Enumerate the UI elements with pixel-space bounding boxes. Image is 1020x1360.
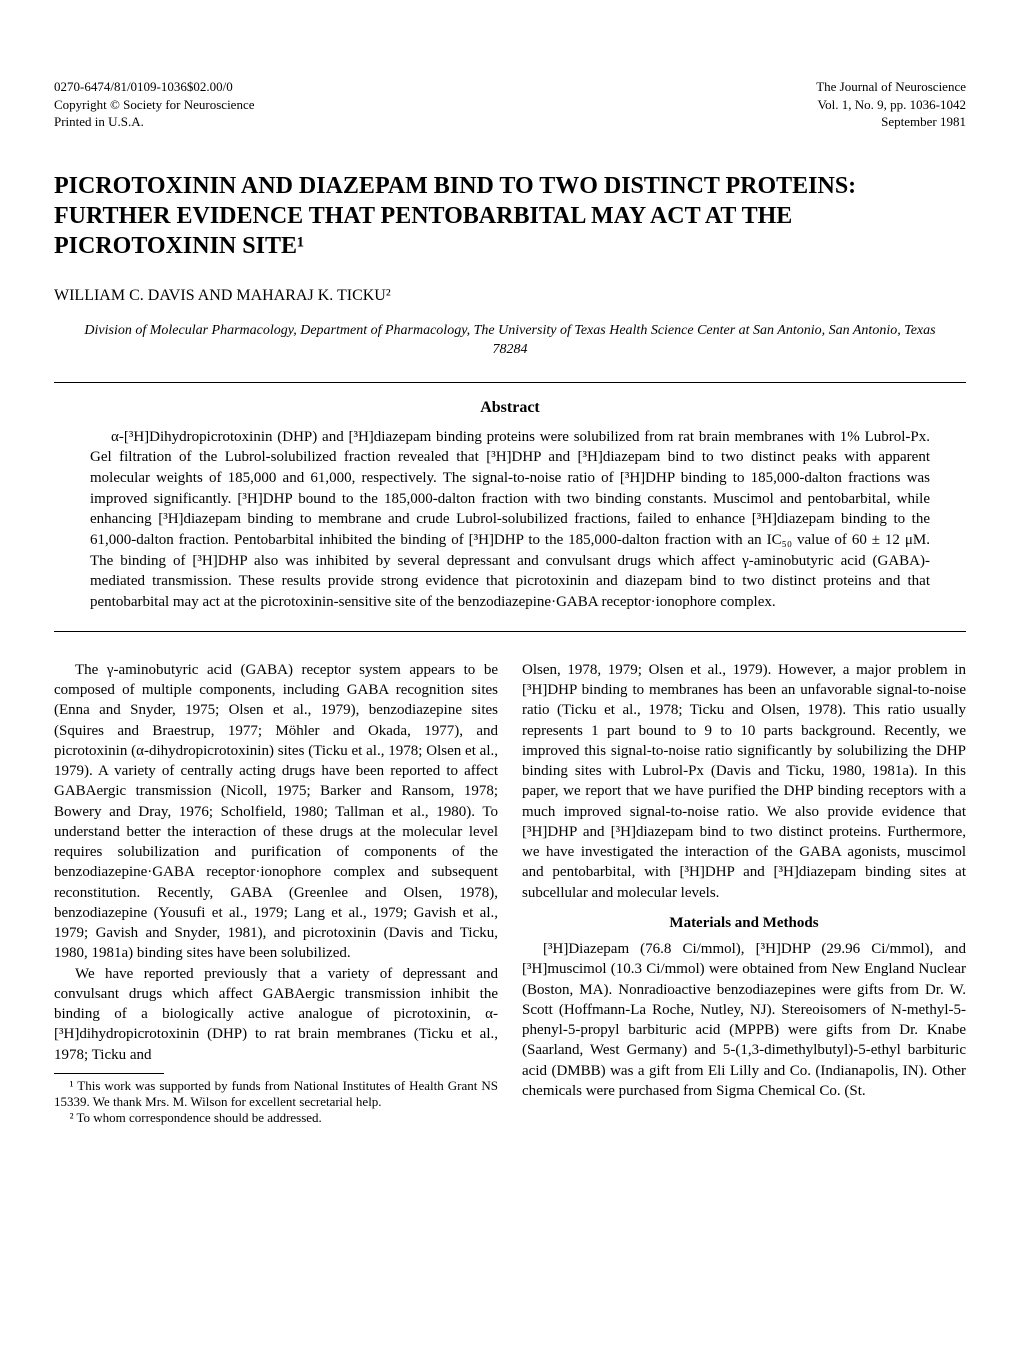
footnote-2: ² To whom correspondence should be addre… [54, 1110, 498, 1126]
section-heading-methods: Materials and Methods [522, 913, 966, 933]
running-header: 0270-6474/81/0109-1036$02.00/0 Copyright… [54, 78, 966, 131]
printed-line: Printed in U.S.A. [54, 113, 255, 131]
right-column: Olsen, 1978, 1979; Olsen et al., 1979). … [522, 660, 966, 1127]
rule-top [54, 382, 966, 383]
body-paragraph: The γ-aminobutyric acid (GABA) receptor … [54, 660, 498, 964]
abstract-body: α-[³H]Dihydropicrotoxinin (DHP) and [³H]… [54, 427, 966, 613]
body-paragraph: We have reported previously that a varie… [54, 964, 498, 1065]
left-column: The γ-aminobutyric acid (GABA) receptor … [54, 660, 498, 1127]
copyright-line: Copyright © Society for Neuroscience [54, 96, 255, 114]
footnote-1: ¹ This work was supported by funds from … [54, 1078, 498, 1111]
abstract-text: α-[³H]Dihydropicrotoxinin (DHP) and [³H]… [90, 427, 930, 613]
volume-info: Vol. 1, No. 9, pp. 1036-1042 [816, 96, 966, 114]
journal-name: The Journal of Neuroscience [816, 78, 966, 96]
rule-bottom [54, 631, 966, 632]
header-left: 0270-6474/81/0109-1036$02.00/0 Copyright… [54, 78, 255, 131]
header-right: The Journal of Neuroscience Vol. 1, No. … [816, 78, 966, 131]
abstract-heading: Abstract [54, 397, 966, 419]
article-title: PICROTOXININ AND DIAZEPAM BIND TO TWO DI… [54, 171, 966, 261]
issue-date: September 1981 [816, 113, 966, 131]
authors: WILLIAM C. DAVIS AND MAHARAJ K. TICKU² [54, 285, 966, 307]
body-paragraph: [³H]Diazepam (76.8 Ci/mmol), [³H]DHP (29… [522, 939, 966, 1101]
footnote-rule [54, 1073, 164, 1074]
affiliation: Division of Molecular Pharmacology, Depa… [54, 322, 966, 360]
body-columns: The γ-aminobutyric acid (GABA) receptor … [54, 660, 966, 1127]
copyright-code: 0270-6474/81/0109-1036$02.00/0 [54, 78, 255, 96]
body-paragraph: Olsen, 1978, 1979; Olsen et al., 1979). … [522, 660, 966, 903]
